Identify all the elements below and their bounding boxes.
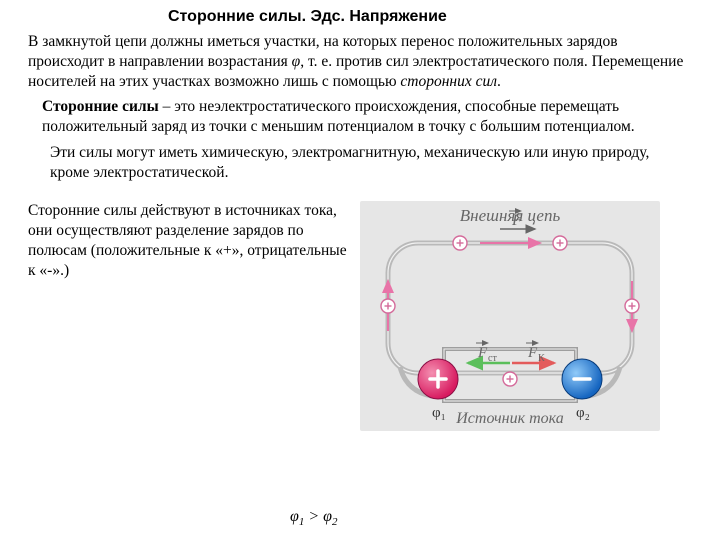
content-row: Сторонние силы действуют в источниках то…: [28, 201, 692, 431]
paragraph-2: Сторонние силы – это неэлектростатическо…: [42, 97, 692, 137]
svg-text:φ₁: φ₁: [432, 405, 446, 421]
svg-text:F: F: [511, 212, 522, 229]
para1-em: сторонних сил: [400, 73, 497, 90]
inequality-formula: φ1 > φ2: [290, 508, 338, 528]
para2-strong: Сторонние силы: [42, 98, 159, 115]
svg-text:F: F: [477, 345, 488, 361]
page-title: Сторонние силы. Эдс. Напряжение: [168, 8, 692, 26]
formula-sub2: 2: [332, 516, 338, 528]
formula-phi2: φ: [323, 508, 332, 525]
svg-text:Источник тока: Источник тока: [455, 410, 564, 427]
svg-text:К: К: [538, 353, 545, 364]
paragraph-1: В замкнутой цепи должны иметься участки,…: [28, 32, 692, 91]
svg-text:F: F: [527, 345, 538, 361]
svg-text:ст: ст: [488, 353, 497, 364]
para1-phi: φ: [292, 53, 301, 70]
formula-gt: >: [304, 508, 323, 525]
formula-phi1: φ: [290, 508, 299, 525]
svg-text:Внешняя цепь: Внешняя цепь: [460, 206, 561, 225]
paragraph-3: Эти силы могут иметь химическую, электро…: [50, 143, 692, 183]
circuit-diagram: Внешняя цепьИсточник токаFFстFКφ₁φ₂: [360, 201, 660, 431]
para1-end: .: [497, 73, 501, 90]
paragraph-4: Сторонние силы действуют в источниках то…: [28, 201, 360, 282]
svg-text:φ₂: φ₂: [576, 405, 590, 421]
